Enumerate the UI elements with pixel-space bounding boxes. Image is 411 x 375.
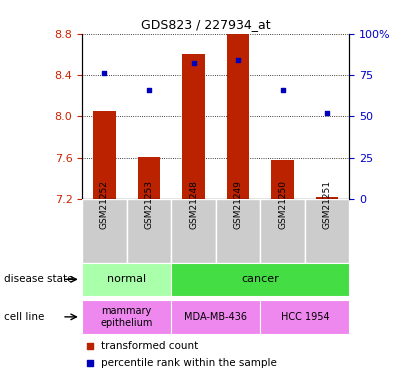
Text: transformed count: transformed count <box>101 341 198 351</box>
Bar <box>182 54 205 199</box>
Text: percentile rank within the sample: percentile rank within the sample <box>101 358 277 368</box>
Text: GSM21248: GSM21248 <box>189 180 198 230</box>
Text: cell line: cell line <box>4 312 44 322</box>
Point <box>279 87 286 93</box>
Text: GSM21249: GSM21249 <box>233 180 242 230</box>
Bar <box>93 111 115 199</box>
Text: GSM21253: GSM21253 <box>145 180 153 230</box>
Point <box>235 57 241 63</box>
Bar <box>216 199 260 262</box>
Text: HCC 1954: HCC 1954 <box>281 312 329 322</box>
Bar <box>171 199 216 262</box>
Text: MDA-MB-436: MDA-MB-436 <box>184 312 247 322</box>
Point <box>146 87 152 93</box>
Text: GSM21252: GSM21252 <box>100 180 109 230</box>
Text: GDS823 / 227934_at: GDS823 / 227934_at <box>141 18 270 31</box>
Bar <box>260 199 305 262</box>
Point <box>87 343 94 349</box>
Text: GSM21250: GSM21250 <box>278 180 287 230</box>
Text: GSM21251: GSM21251 <box>323 180 332 230</box>
Bar <box>271 159 294 199</box>
Bar <box>138 158 160 199</box>
Point <box>190 60 197 66</box>
Bar <box>305 199 349 262</box>
Bar <box>171 262 349 296</box>
Text: normal: normal <box>107 274 146 284</box>
Text: mammary
epithelium: mammary epithelium <box>101 306 153 328</box>
Bar <box>316 196 338 199</box>
Point <box>87 360 94 366</box>
Bar <box>171 300 260 334</box>
Bar <box>82 199 127 262</box>
Bar <box>82 300 171 334</box>
Bar <box>127 199 171 262</box>
Bar <box>260 300 349 334</box>
Bar <box>227 34 249 199</box>
Text: disease state: disease state <box>4 274 74 284</box>
Text: cancer: cancer <box>241 274 279 284</box>
Point <box>101 70 108 76</box>
Bar <box>82 262 171 296</box>
Point <box>324 110 330 116</box>
